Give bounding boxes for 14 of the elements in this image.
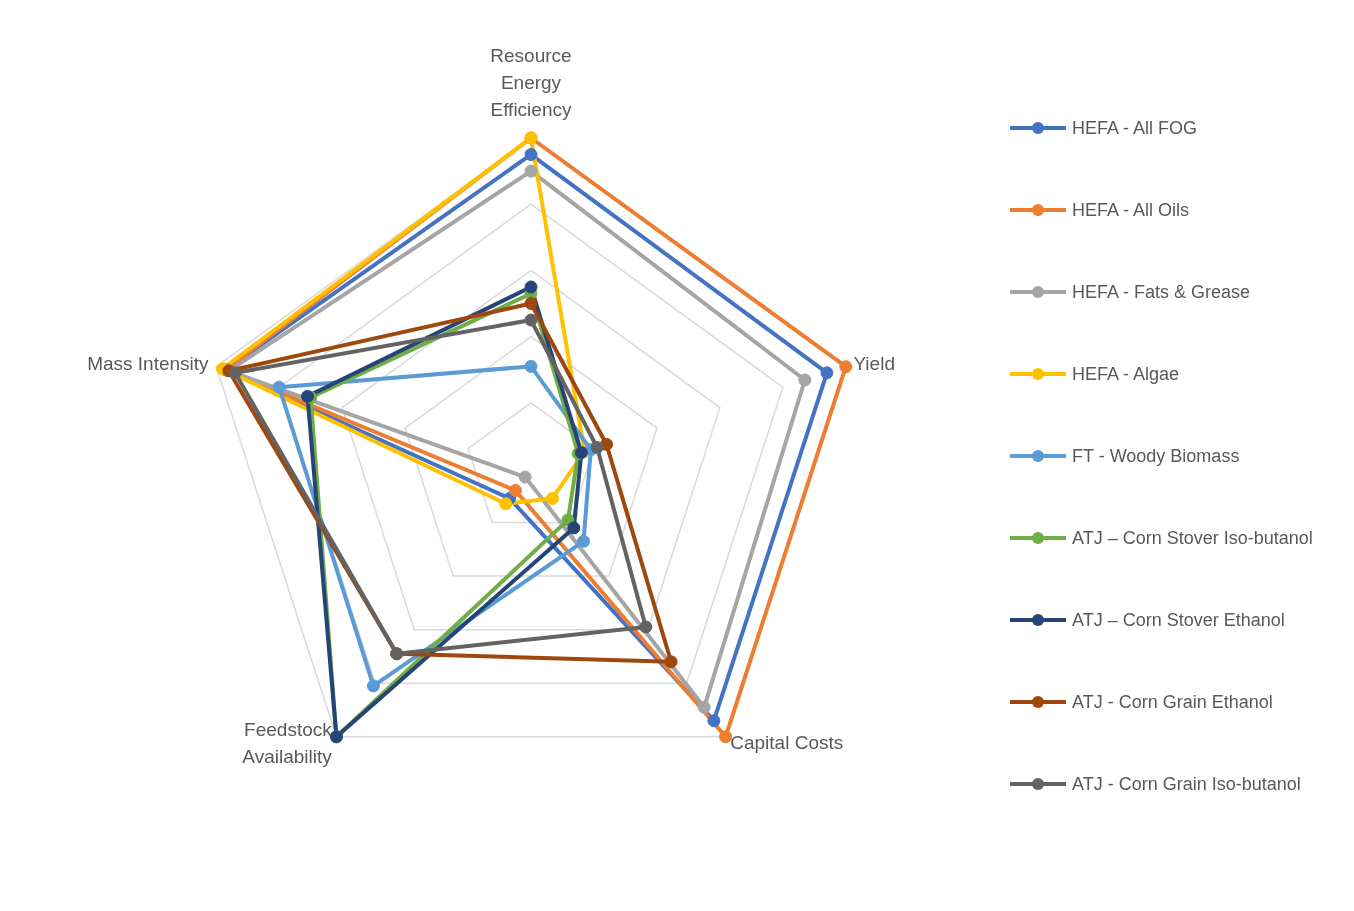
legend-label: FT - Woody Biomass: [1072, 445, 1240, 467]
spoke-label: Resource Energy Efficiency: [490, 45, 572, 120]
legend-label: ATJ – Corn Stover Iso-butanol: [1072, 527, 1313, 549]
spoke-label: Yield: [853, 353, 895, 375]
legend-label: ATJ - Corn Grain Iso-butanol: [1072, 773, 1301, 795]
legend-label: HEFA - All Oils: [1072, 199, 1190, 221]
legend-label: HEFA - Fats & Grease: [1072, 281, 1251, 303]
spoke-label: Mass Intensity: [87, 353, 210, 375]
spoke-label: Feedstock Availability: [242, 718, 333, 767]
legend-label: HEFA - All FOG: [1072, 117, 1198, 139]
legend-label: ATJ - Corn Grain Ethanol: [1072, 691, 1273, 713]
legend-label: ATJ – Corn Stover Ethanol: [1072, 609, 1285, 631]
legend-label: HEFA - Algae: [1072, 363, 1180, 385]
spoke-label: Capital Costs: [730, 732, 844, 754]
